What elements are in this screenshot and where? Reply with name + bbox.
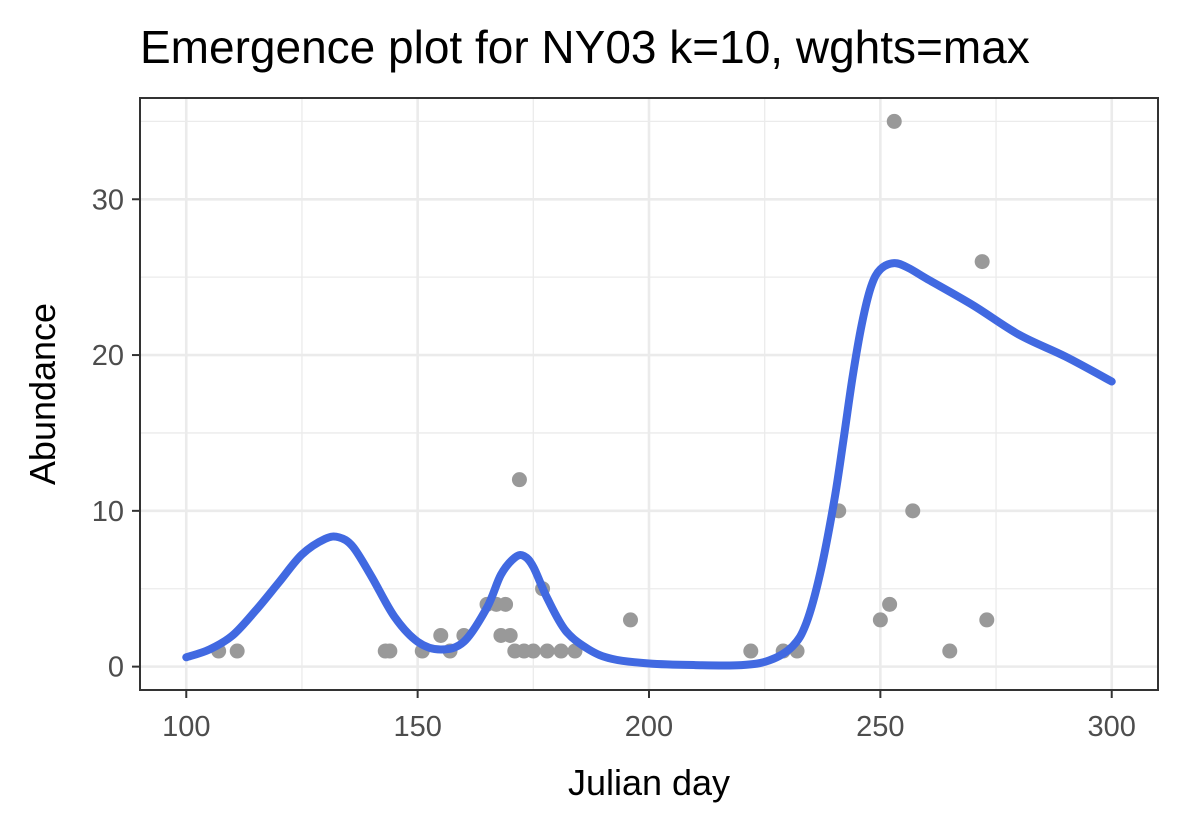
y-tick-label: 0 — [108, 652, 124, 684]
data-point — [511, 472, 527, 488]
y-axis: 0 10 20 30 — [92, 184, 140, 684]
data-point — [886, 113, 902, 129]
data-point — [622, 612, 638, 628]
y-tick-label: 10 — [92, 496, 124, 528]
data-point — [743, 643, 759, 659]
y-axis-label: Abundance — [22, 303, 63, 485]
data-point — [502, 627, 518, 643]
data-point — [974, 254, 990, 270]
data-point — [979, 612, 995, 628]
x-tick-label: 150 — [393, 711, 441, 743]
data-point — [229, 643, 245, 659]
data-point — [498, 596, 514, 612]
y-tick-label: 20 — [92, 340, 124, 372]
x-axis-label: Julian day — [568, 762, 730, 803]
data-point — [382, 643, 398, 659]
x-tick-label: 250 — [856, 711, 904, 743]
y-tick-label: 30 — [92, 184, 124, 216]
data-point — [553, 643, 569, 659]
data-points — [211, 113, 995, 659]
chart-title: Emergence plot for NY03 k=10, wghts=max — [140, 21, 1030, 73]
fitted-curve-layer — [182, 259, 1116, 670]
x-tick-label: 300 — [1088, 711, 1136, 743]
data-point — [872, 612, 888, 628]
data-point — [905, 503, 921, 519]
data-point — [882, 596, 898, 612]
data-point — [942, 643, 958, 659]
x-tick-label: 200 — [625, 711, 673, 743]
data-point — [525, 643, 541, 659]
x-axis: 100 150 200 250 300 — [162, 690, 1136, 743]
data-point — [433, 627, 449, 643]
fitted-curve — [182, 259, 1116, 670]
x-tick-label: 100 — [162, 711, 210, 743]
data-point — [539, 643, 555, 659]
